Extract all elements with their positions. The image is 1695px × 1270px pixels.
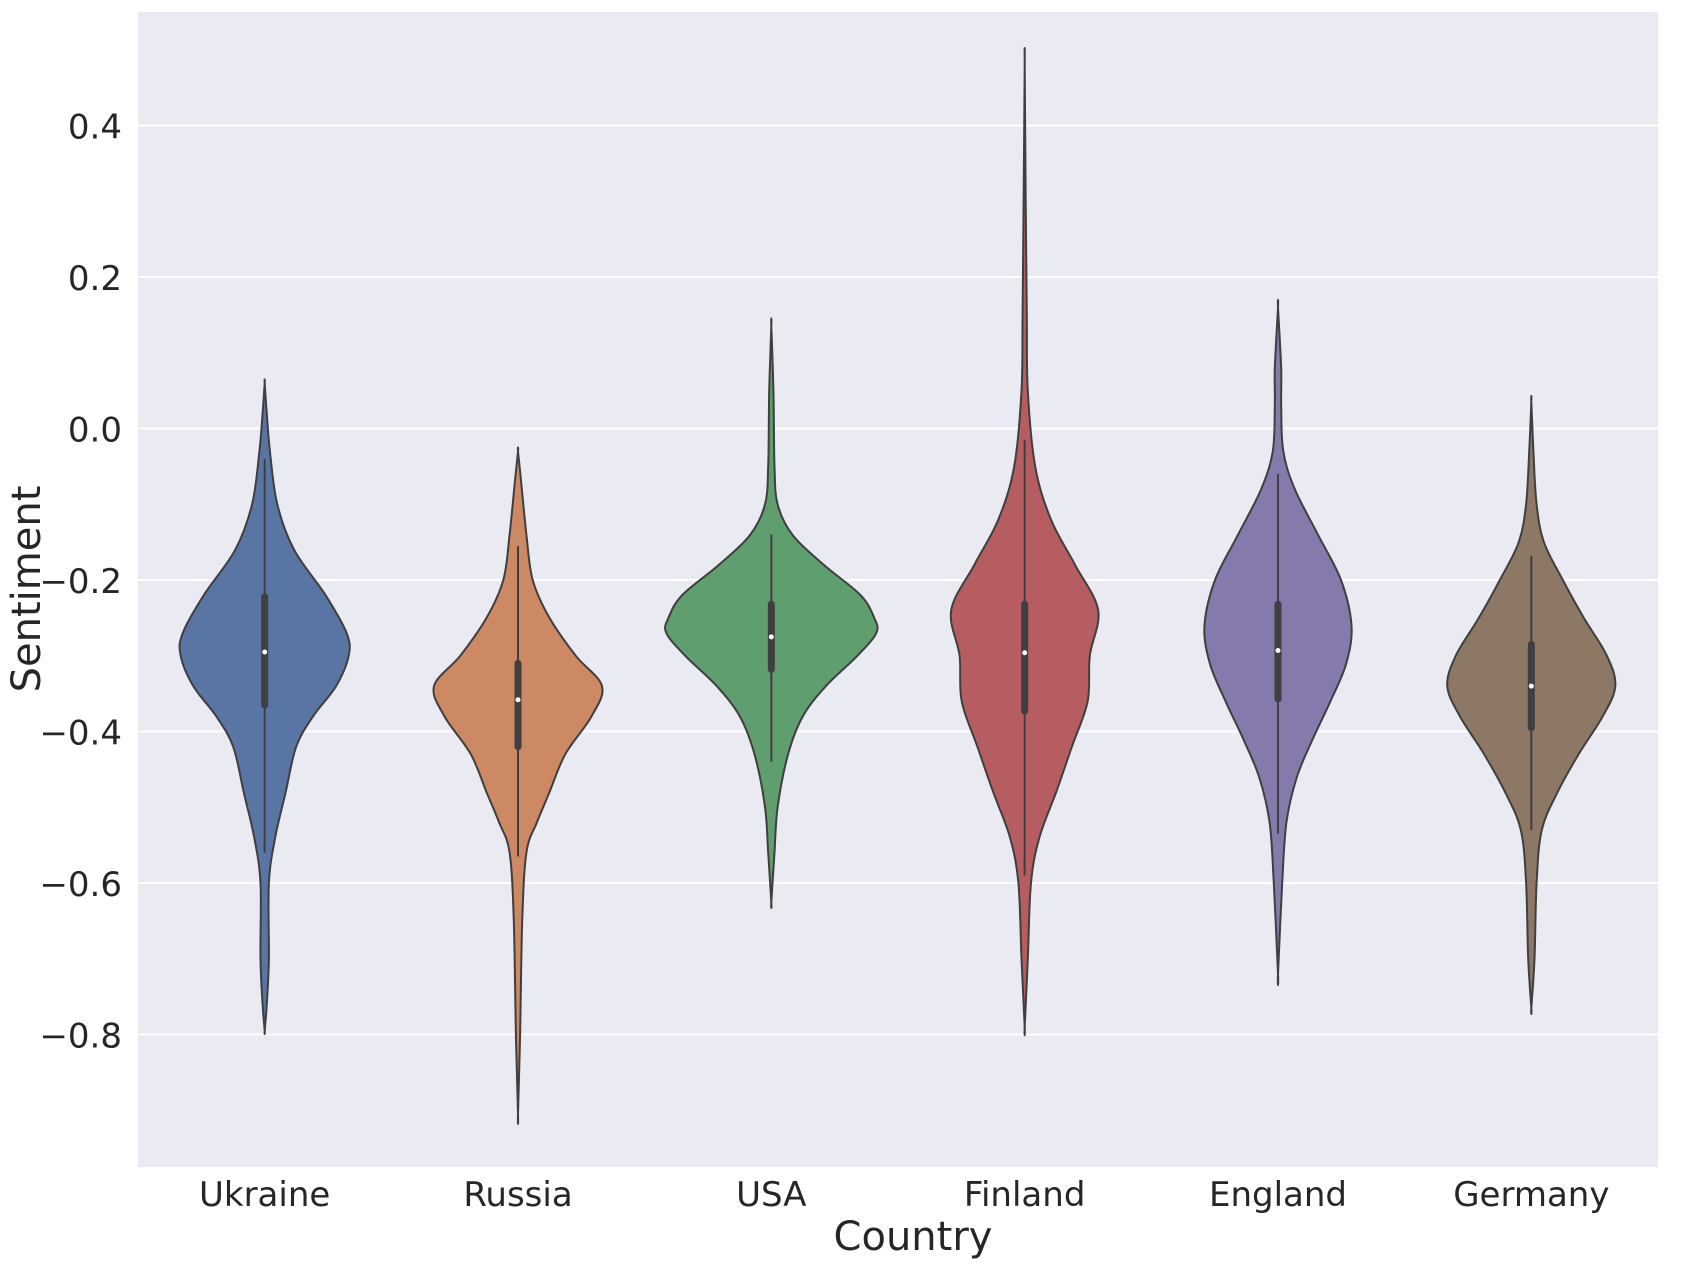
gridlines: [138, 124, 1658, 1036]
y-tick-label: 0.0: [68, 411, 122, 451]
y-tick-label: −0.6: [39, 865, 122, 905]
violin-finland: [949, 46, 1100, 1037]
violin-england: [1203, 298, 1353, 987]
median-point: [262, 649, 268, 655]
y-axis-label: Sentiment: [4, 486, 50, 693]
violin-germany: [1446, 394, 1617, 1016]
y-axis: 0.4 0.2 0.0 −0.2 −0.4 −0.6 −0.8: [39, 108, 122, 1057]
x-tick-label: England: [1209, 1175, 1347, 1215]
violin-ukraine: [178, 378, 351, 1035]
x-tick-label: Finland: [964, 1175, 1086, 1215]
x-axis-label: Country: [834, 1214, 993, 1260]
x-tick-label: Russia: [463, 1175, 572, 1215]
median-point: [1275, 647, 1281, 653]
violins: [178, 46, 1617, 1125]
y-tick-label: 0.4: [68, 108, 122, 148]
median-point: [1022, 650, 1028, 656]
y-tick-label: −0.8: [39, 1016, 122, 1056]
x-tick-label: Germany: [1453, 1175, 1609, 1215]
x-axis: Ukraine Russia USA Finland England Germany: [199, 1175, 1609, 1215]
plot-area: [138, 12, 1658, 1167]
median-point: [1528, 683, 1534, 689]
y-tick-label: 0.2: [68, 259, 122, 299]
violin-russia: [432, 446, 604, 1125]
y-tick-label: −0.4: [39, 714, 122, 754]
x-tick-label: USA: [736, 1175, 806, 1215]
violin-usa: [664, 317, 879, 910]
x-tick-label: Ukraine: [199, 1175, 330, 1215]
median-point: [515, 697, 521, 703]
y-tick-label: −0.2: [39, 562, 122, 602]
median-point: [768, 634, 774, 640]
